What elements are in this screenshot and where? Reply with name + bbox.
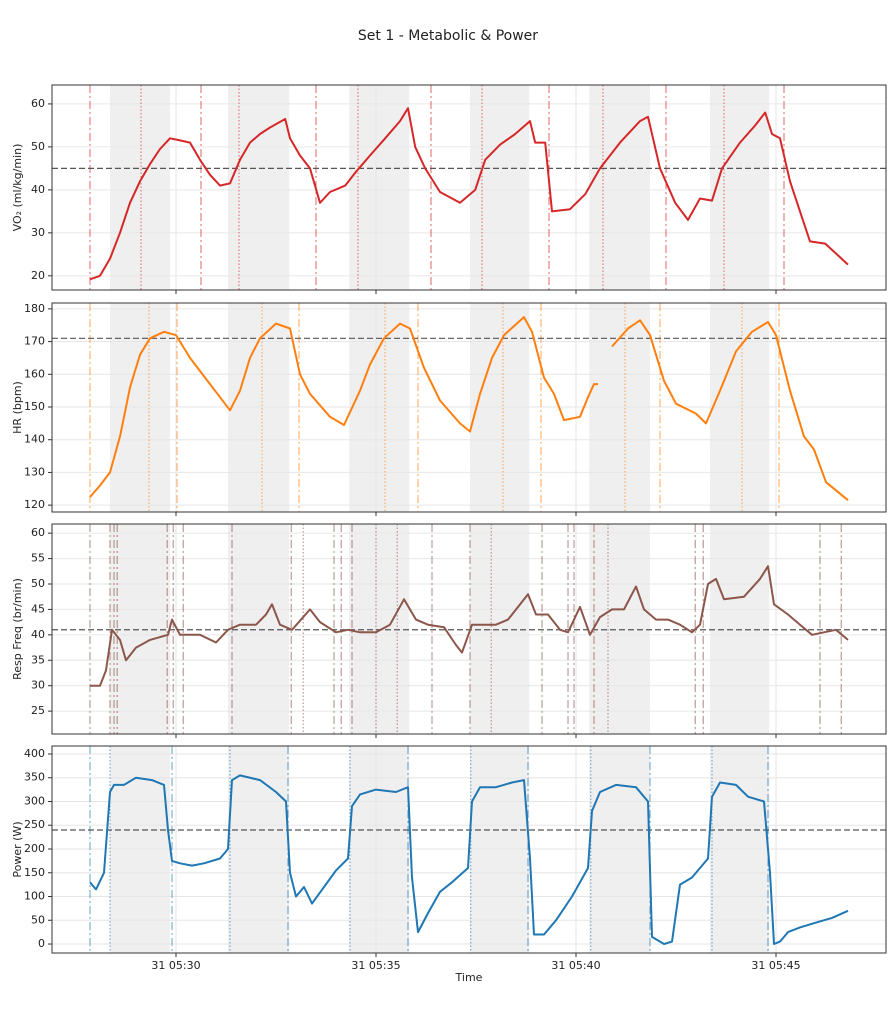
y-tick-label: 160 — [24, 367, 45, 380]
y-tick-label: 55 — [31, 552, 45, 565]
y-tick-label: 350 — [24, 771, 45, 784]
y-tick-label: 30 — [31, 226, 45, 239]
data-line — [89, 316, 849, 501]
y-axis-label: Resp Freq (br/min) — [11, 578, 24, 680]
y-tick-label: 45 — [31, 602, 45, 615]
x-tick-label: 31 05:40 — [551, 959, 600, 972]
data-line — [89, 107, 849, 281]
y-tick-label: 400 — [24, 747, 45, 760]
y-tick-label: 60 — [31, 526, 45, 539]
y-tick-label: 250 — [24, 818, 45, 831]
y-tick-label: 50 — [31, 140, 45, 153]
x-tick-label: 31 05:35 — [351, 959, 400, 972]
y-tick-label: 35 — [31, 653, 45, 666]
y-tick-label: 180 — [24, 302, 45, 315]
work-interval — [470, 85, 530, 290]
work-interval — [349, 85, 410, 290]
work-interval — [110, 85, 170, 290]
y-tick-label: 100 — [24, 890, 45, 903]
work-interval — [710, 85, 770, 290]
y-tick-label: 170 — [24, 335, 45, 348]
x-tick-label: 31 05:45 — [751, 959, 800, 972]
work-interval — [710, 524, 770, 734]
y-tick-label: 130 — [24, 465, 45, 478]
work-interval — [589, 85, 650, 290]
data-line — [89, 774, 849, 945]
y-tick-label: 20 — [31, 269, 45, 282]
plot-frame — [51, 523, 887, 735]
plot-frame — [51, 745, 887, 954]
y-tick-label: 0 — [38, 937, 45, 950]
work-interval — [470, 524, 530, 734]
x-axis-label: Time — [455, 971, 483, 984]
work-interval — [349, 524, 410, 734]
figure-title: Set 1 - Metabolic & Power — [358, 28, 538, 44]
y-tick-label: 200 — [24, 842, 45, 855]
data-line — [90, 565, 849, 687]
y-tick-label: 140 — [24, 433, 45, 446]
y-axis-label: Power (W) — [11, 821, 24, 877]
x-tick-label: 31 05:30 — [151, 959, 200, 972]
work-interval — [228, 85, 290, 290]
plot-frame — [51, 84, 887, 291]
work-interval — [228, 524, 290, 734]
plot-frame — [51, 302, 887, 513]
y-tick-label: 50 — [31, 577, 45, 590]
y-tick-label: 50 — [31, 913, 45, 926]
y-axis-label: VO₂ (ml/kg/min) — [11, 144, 24, 232]
y-tick-label: 120 — [24, 498, 45, 511]
y-tick-label: 300 — [24, 794, 45, 807]
y-tick-label: 150 — [24, 400, 45, 413]
y-tick-label: 60 — [31, 97, 45, 110]
y-tick-label: 25 — [31, 704, 45, 717]
work-interval — [110, 524, 170, 734]
y-tick-label: 40 — [31, 183, 45, 196]
y-tick-label: 30 — [31, 679, 45, 692]
work-interval — [589, 524, 650, 734]
y-tick-label: 150 — [24, 866, 45, 879]
y-axis-label: HR (bpm) — [11, 381, 24, 434]
y-tick-label: 40 — [31, 628, 45, 641]
